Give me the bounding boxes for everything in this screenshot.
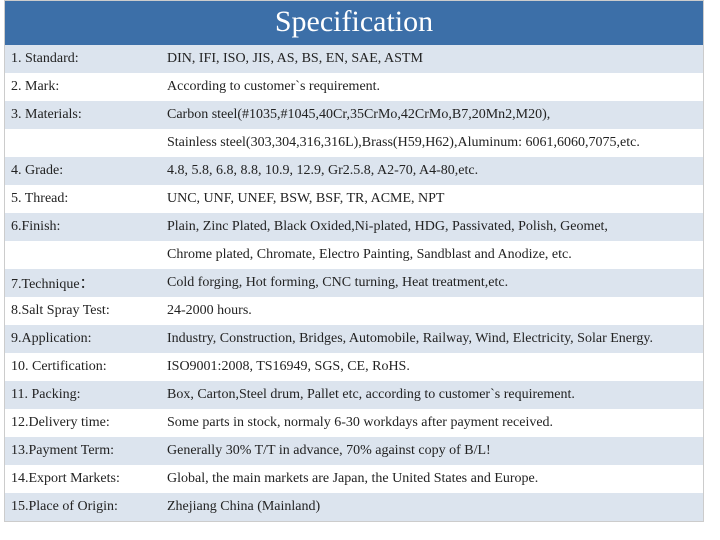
table-row: 1. Standard:DIN, IFI, ISO, JIS, AS, BS, … bbox=[5, 45, 703, 73]
row-label: 7.Technique： bbox=[5, 273, 163, 293]
table-row: Chrome plated, Chromate, Electro Paintin… bbox=[5, 241, 703, 269]
row-value: According to customer`s requirement. bbox=[163, 79, 703, 95]
table-row: 13.Payment Term:Generally 30% T/T in adv… bbox=[5, 437, 703, 465]
row-value: Stainless steel(303,304,316,316L),Brass(… bbox=[163, 135, 703, 151]
row-value: Cold forging, Hot forming, CNC turning, … bbox=[163, 275, 703, 291]
table-row: 5. Thread: UNC, UNF, UNEF, BSW, BSF, TR,… bbox=[5, 185, 703, 213]
row-label: 3. Materials: bbox=[5, 107, 163, 123]
row-value: Plain, Zinc Plated, Black Oxided,Ni-plat… bbox=[163, 219, 703, 235]
spec-rows: 1. Standard:DIN, IFI, ISO, JIS, AS, BS, … bbox=[5, 45, 703, 521]
row-value: Generally 30% T/T in advance, 70% agains… bbox=[163, 443, 703, 459]
table-row: 8.Salt Spray Test: 24-2000 hours. bbox=[5, 297, 703, 325]
row-label: 6.Finish: bbox=[5, 219, 163, 235]
row-value: Global, the main markets are Japan, the … bbox=[163, 471, 703, 487]
row-value: ISO9001:2008, TS16949, SGS, CE, RoHS. bbox=[163, 359, 703, 375]
row-label: 14.Export Markets: bbox=[5, 471, 163, 487]
row-value: Box, Carton,Steel drum, Pallet etc, acco… bbox=[163, 387, 703, 403]
row-label: 1. Standard: bbox=[5, 51, 163, 67]
table-row: Stainless steel(303,304,316,316L),Brass(… bbox=[5, 129, 703, 157]
table-row: 2. Mark: According to customer`s require… bbox=[5, 73, 703, 101]
row-label: 15.Place of Origin: bbox=[5, 499, 163, 515]
table-row: 14.Export Markets:Global, the main marke… bbox=[5, 465, 703, 493]
row-label: 8.Salt Spray Test: bbox=[5, 303, 163, 319]
row-value: Zhejiang China (Mainland) bbox=[163, 499, 703, 515]
spec-title: Specification bbox=[5, 1, 703, 45]
table-row: 7.Technique：Cold forging, Hot forming, C… bbox=[5, 269, 703, 297]
row-label: 2. Mark: bbox=[5, 79, 163, 95]
row-value: UNC, UNF, UNEF, BSW, BSF, TR, ACME, NPT bbox=[163, 191, 703, 207]
table-row: 15.Place of Origin:Zhejiang China (Mainl… bbox=[5, 493, 703, 521]
table-row: 12.Delivery time: Some parts in stock, n… bbox=[5, 409, 703, 437]
table-row: 6.Finish:Plain, Zinc Plated, Black Oxide… bbox=[5, 213, 703, 241]
table-row: 3. Materials:Carbon steel(#1035,#1045,40… bbox=[5, 101, 703, 129]
table-row: 10. Certification:ISO9001:2008, TS16949,… bbox=[5, 353, 703, 381]
row-label: 13.Payment Term: bbox=[5, 443, 163, 459]
spec-table: Specification 1. Standard:DIN, IFI, ISO,… bbox=[4, 0, 704, 522]
row-label: 10. Certification: bbox=[5, 359, 163, 375]
table-row: 11. Packing:Box, Carton,Steel drum, Pall… bbox=[5, 381, 703, 409]
row-label: 5. Thread: bbox=[5, 191, 163, 207]
row-label: 4. Grade: bbox=[5, 163, 163, 179]
row-label: 11. Packing: bbox=[5, 387, 163, 403]
table-row: 4. Grade:4.8, 5.8, 6.8, 8.8, 10.9, 12.9,… bbox=[5, 157, 703, 185]
row-value: 24-2000 hours. bbox=[163, 303, 703, 319]
row-value: Carbon steel(#1035,#1045,40Cr,35CrMo,42C… bbox=[163, 107, 703, 123]
row-value: Chrome plated, Chromate, Electro Paintin… bbox=[163, 247, 703, 263]
table-row: 9.Application:Industry, Construction, Br… bbox=[5, 325, 703, 353]
row-value: Some parts in stock, normaly 6-30 workda… bbox=[163, 415, 703, 431]
row-label: 12.Delivery time: bbox=[5, 415, 163, 431]
row-label: 9.Application: bbox=[5, 331, 163, 347]
row-value: DIN, IFI, ISO, JIS, AS, BS, EN, SAE, AST… bbox=[163, 51, 703, 67]
row-value: 4.8, 5.8, 6.8, 8.8, 10.9, 12.9, Gr2.5.8,… bbox=[163, 163, 703, 179]
row-value: Industry, Construction, Bridges, Automob… bbox=[163, 331, 703, 347]
